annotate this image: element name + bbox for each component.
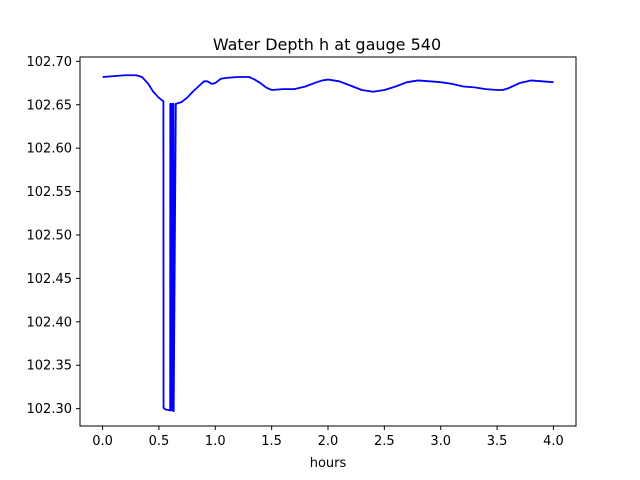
plot-frame xyxy=(79,56,577,427)
x-tick-label: 0.5 xyxy=(149,434,170,449)
y-tick-label: 102.55 xyxy=(27,185,73,200)
y-tick-label: 102.35 xyxy=(27,359,73,374)
y-tick-label: 102.60 xyxy=(27,142,73,157)
y-tick-label: 102.45 xyxy=(27,272,73,287)
y-tick-label: 102.70 xyxy=(27,55,73,70)
x-tick-label: 3.0 xyxy=(430,434,451,449)
x-tick-label: 1.0 xyxy=(205,434,226,449)
chart-title: Water Depth h at gauge 540 xyxy=(213,35,441,54)
x-tick-label: 3.5 xyxy=(487,434,508,449)
x-tick-label: 0.0 xyxy=(92,434,113,449)
series-layer xyxy=(102,74,554,413)
y-tick-label: 102.65 xyxy=(27,98,73,113)
x-tick-label: 2.5 xyxy=(374,434,395,449)
x-tick-label: 2.0 xyxy=(318,434,339,449)
y-tick-label: 102.40 xyxy=(27,315,73,330)
x-tick-label: 1.5 xyxy=(261,434,282,449)
x-axis-label: hours xyxy=(310,456,347,471)
axis-ticks: 0.0 0.5 1.0 1.5 2.0 2.5 3.0 3.5 4.0 102.30 102.35 1… xyxy=(27,55,564,449)
y-tick-label: 102.50 xyxy=(27,228,73,243)
series-line-0 xyxy=(102,74,554,413)
y-tick-label: 102.30 xyxy=(27,402,73,417)
x-tick-label: 4.0 xyxy=(543,434,564,449)
